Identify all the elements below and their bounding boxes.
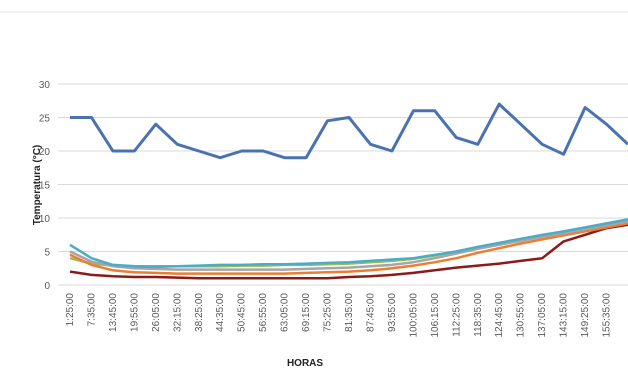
y-tick-label: 5 xyxy=(44,248,50,259)
x-tick-label: 100:05:00 xyxy=(408,293,419,338)
x-tick-label: 75:25:00 xyxy=(323,293,334,332)
x-tick-label: 130:55:00 xyxy=(516,293,527,338)
series-line xyxy=(69,222,628,275)
x-tick-label: 63:05:00 xyxy=(280,293,291,332)
y-tick-label: 20 xyxy=(39,147,51,158)
x-tick-label: 7:35:00 xyxy=(86,293,97,327)
x-tick-label: 56:55:00 xyxy=(258,293,269,332)
series-line xyxy=(69,218,628,269)
x-tick-label: 137:05:00 xyxy=(537,293,548,338)
x-tick-label: 106:15:00 xyxy=(430,293,441,338)
y-tick-label: 10 xyxy=(39,214,51,225)
x-tick-label: 44:35:00 xyxy=(215,293,226,332)
y-tick-label: 25 xyxy=(39,114,51,125)
x-tick-label: 143:15:00 xyxy=(559,293,570,338)
y-tick-label: 15 xyxy=(39,181,51,192)
y-tick-label: 0 xyxy=(44,281,50,292)
x-tick-label: 19:55:00 xyxy=(129,293,140,332)
x-tick-label: 149:25:00 xyxy=(580,293,591,338)
y-tick-label: 30 xyxy=(39,80,51,91)
x-tick-label: 118:35:00 xyxy=(473,293,484,337)
x-tick-label: 87:45:00 xyxy=(365,293,376,332)
x-tick-label: 124:45:00 xyxy=(494,293,505,338)
y-axis-title: Temperatura (°C) xyxy=(32,145,43,226)
x-tick-label: 50:45:00 xyxy=(237,293,248,332)
x-tick-label: 81:35:00 xyxy=(344,293,355,332)
x-tick-label: 155:35:00 xyxy=(602,293,613,338)
series-line xyxy=(69,220,628,271)
x-tick-label: 93:55:00 xyxy=(387,293,398,332)
series-line xyxy=(69,223,628,280)
x-tick-label: 1:25:00 xyxy=(65,293,76,327)
x-tick-label: 38:25:00 xyxy=(194,293,205,332)
x-tick-label: 26:05:00 xyxy=(151,293,162,332)
x-tick-label: 69:15:00 xyxy=(301,293,312,332)
series-line xyxy=(69,221,628,268)
x-tick-label: 13:45:00 xyxy=(108,293,119,332)
x-tick-label: 32:15:00 xyxy=(172,293,183,332)
x-tick-label: 112:25:00 xyxy=(451,293,462,337)
x-axis-title: HORAS xyxy=(287,358,323,369)
series-line xyxy=(70,102,628,160)
